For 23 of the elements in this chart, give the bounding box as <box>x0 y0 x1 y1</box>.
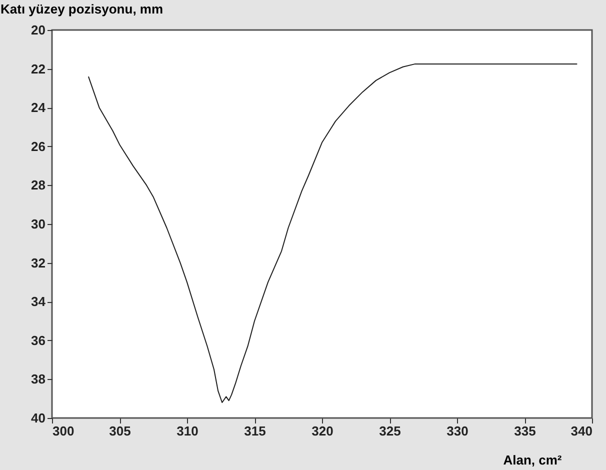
y-tick-label: 36 <box>31 332 46 348</box>
x-tick-label: 305 <box>109 424 131 438</box>
y-tick-label: 22 <box>31 61 46 76</box>
y-axis-title: Katı yüzey pozisyonu, mm <box>0 2 164 16</box>
x-tick-label: 340 <box>570 424 592 438</box>
x-tick-label: 300 <box>52 424 74 438</box>
y-tick-label: 34 <box>31 294 46 310</box>
x-tick-label: 325 <box>379 424 401 438</box>
x-tick-label: 330 <box>446 424 468 438</box>
x-tick-label: 320 <box>312 424 334 438</box>
y-tick-label: 32 <box>31 255 46 270</box>
y-tick-label: 28 <box>31 178 46 193</box>
x-tick-label: 335 <box>514 424 536 438</box>
y-tick-label: 24 <box>31 100 46 116</box>
x-tick-label: 310 <box>176 424 198 438</box>
y-tick-label: 26 <box>31 138 46 154</box>
x-tick-label: 315 <box>244 424 266 438</box>
y-tick-label: 38 <box>31 372 46 387</box>
line-series <box>88 63 578 403</box>
y-tick-label: 20 <box>31 22 46 38</box>
x-axis-title: Alan, cm² <box>503 452 562 468</box>
y-tick-label: 30 <box>31 216 46 232</box>
y-tick-label: 40 <box>31 410 46 426</box>
